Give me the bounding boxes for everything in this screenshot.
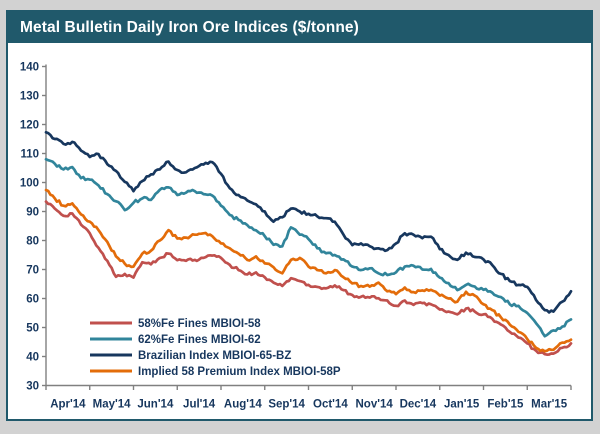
y-tick-label: 80 [26, 236, 39, 248]
x-tick-label: Jun'14 [137, 399, 174, 411]
legend: 58%Fe Fines MBIOI-58 62%Fe Fines MBIOI-62… [90, 318, 341, 378]
x-tick-label: Jul'14 [183, 399, 216, 411]
series-line-2 [44, 157, 573, 338]
y-tick-label: 130 [20, 91, 39, 103]
y-tick-label: 110 [20, 149, 39, 161]
chart-frame: Metal Bulletin Daily Iron Ore Indices ($… [6, 10, 593, 421]
y-tick-label: 120 [20, 120, 39, 132]
x-tick-label: Dec'14 [400, 399, 437, 411]
y-tick-label: 70 [26, 265, 39, 277]
y-tick-label: 90 [26, 207, 39, 219]
x-tick-label: Oct'14 [313, 399, 348, 411]
y-tick-label: 140 [20, 62, 39, 74]
series-line-3 [44, 130, 573, 314]
legend-label-2: 62%Fe Fines MBIOI-62 [138, 334, 261, 346]
chart-title: Metal Bulletin Daily Iron Ore Indices ($… [20, 18, 359, 36]
y-tick-label: 40 [26, 352, 39, 364]
x-tick-label: May'14 [93, 399, 132, 411]
series-line-4 [44, 188, 573, 353]
y-tick-label: 30 [26, 381, 39, 393]
x-tick-label: Jan'15 [444, 399, 480, 411]
legend-label-1: 58%Fe Fines MBIOI-58 [138, 318, 261, 330]
series-line-1 [44, 200, 573, 356]
chart-title-bar: Metal Bulletin Daily Iron Ore Indices ($… [8, 12, 591, 43]
x-tick-label: Aug'14 [224, 399, 262, 411]
x-tick-label: Nov'14 [355, 399, 393, 411]
x-tick-label: Feb'15 [487, 399, 524, 411]
y-tick-label: 100 [20, 178, 39, 190]
legend-label-4: Implied 58 Premium Index MBIOI-58P [138, 366, 341, 378]
y-tick-label: 50 [26, 323, 39, 335]
x-tick-label: Mar'15 [531, 399, 568, 411]
legend-label-3: Brazilian Index MBIOI-65-BZ [138, 350, 291, 362]
x-tick-label: Apr'14 [50, 399, 86, 411]
y-tick-label: 60 [26, 294, 39, 306]
x-tick-label: Sep'14 [268, 399, 305, 411]
